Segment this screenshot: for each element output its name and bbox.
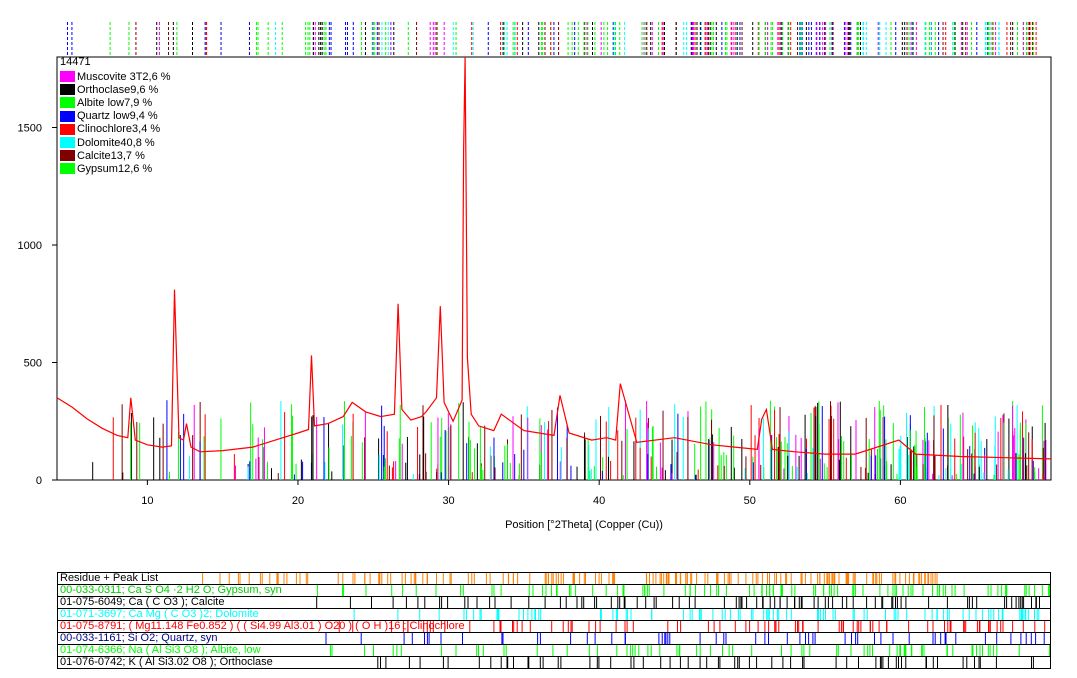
legend-phase-pct: 9,4 %: [129, 110, 158, 123]
xrd-chart: 10 20 30 40 50 60 0 500 1000 1500 Position [°2Thet…: [18, 22, 1052, 531]
legend-phase-name: Muscovite 3T: [77, 70, 143, 83]
phase-legend: Muscovite 3T 2,6 % Orthoclase 9,6 % Albite…: [60, 70, 171, 176]
reference-pattern-row: Residue + Peak List: [58, 573, 1050, 585]
legend-swatch: [60, 71, 75, 83]
x-tick-label: 20: [292, 495, 304, 507]
legend-phase-name: Gypsum: [77, 162, 118, 175]
sample-id-label: 14471: [60, 56, 91, 68]
plot-frame: [56, 56, 1052, 481]
reference-pattern-row: 01-076-0742; K ( Al Si3.02 O8 ); Orthocl…: [58, 656, 1050, 668]
legend-phase-pct: 3,4 %: [132, 123, 161, 136]
reference-tick-strip: [316, 585, 1050, 596]
reference-tick-strip: [338, 621, 1046, 632]
legend-swatch: [60, 137, 75, 149]
reference-tick-strip: [353, 609, 1040, 620]
legend-item: Quartz low 9,4 %: [60, 110, 171, 123]
legend-swatch: [60, 150, 75, 162]
legend-swatch: [60, 123, 75, 135]
legend-item: Dolomite 40,8 %: [60, 136, 171, 149]
legend-phase-pct: 12,6 %: [117, 162, 153, 175]
y-tick-label: 1500: [18, 123, 42, 135]
legend-phase-pct: 13,7 %: [110, 149, 145, 162]
x-tick-label: 50: [744, 495, 756, 507]
y-tick-label: 0: [36, 475, 42, 487]
y-tick-label: 1000: [18, 240, 42, 252]
y-tick-label: 500: [24, 358, 42, 370]
observed-pattern-line: [56, 56, 1052, 460]
reference-pattern-label: 01-071-3697; Ca Mg ( C O3 )2; Dolomite: [60, 608, 259, 620]
legend-swatch: [60, 110, 75, 122]
reference-pattern-label: 01-075-6049; Ca ( C O3 ); Calcite: [60, 596, 225, 608]
reference-pattern-row: 01-074-6366; Na ( Al Si3 O8 ); Albite, l…: [58, 644, 1050, 657]
legend-item: Gypsum 12,6 %: [60, 162, 171, 175]
legend-item: Muscovite 3T 2,6 %: [60, 70, 171, 83]
reference-pattern-panel: Residue + Peak List 00-033-0311; Ca S O4 …: [57, 572, 1051, 669]
legend-phase-name: Clinochlore: [77, 123, 133, 136]
x-tick-label: 30: [442, 495, 454, 507]
reference-pattern-row: 00-033-1161; Si O2; Quartz, syn: [58, 632, 1050, 645]
x-tick-label: 60: [894, 495, 906, 507]
legend-item: Orthoclase 9,6 %: [60, 83, 171, 96]
legend-phase-name: Dolomite: [77, 136, 121, 149]
reference-pattern-row: 01-071-3697; Ca Mg ( C O3 )2; Dolomite: [58, 608, 1050, 621]
reference-pattern-label: 01-076-0742; K ( Al Si3.02 O8 ); Orthocl…: [60, 656, 273, 668]
legend-phase-pct: 40,8 %: [120, 136, 155, 149]
legend-swatch: [60, 84, 75, 96]
reference-tick-strip: [325, 633, 1045, 644]
reference-tick-strip: [329, 645, 1050, 656]
legend-phase-pct: 9,6 %: [130, 83, 159, 96]
legend-item: Albite low 7,9 %: [60, 96, 171, 109]
legend-swatch: [60, 163, 75, 175]
legend-item: Clinochlore 3,4 %: [60, 123, 171, 136]
legend-phase-name: Albite low: [77, 96, 125, 109]
legend-phase-pct: 2,6 %: [142, 70, 171, 83]
legend-phase-pct: 7,9 %: [124, 96, 153, 109]
reference-tick-strip: [377, 657, 1034, 668]
x-tick-label: 10: [141, 495, 153, 507]
reference-pattern-label: 01-074-6366; Na ( Al Si3 O8 ); Albite, l…: [60, 644, 261, 656]
legend-item: Calcite 13,7 %: [60, 149, 171, 162]
reference-pattern-label: 00-033-1161; Si O2; Quartz, syn: [60, 632, 218, 644]
legend-phase-name: Calcite: [77, 149, 111, 162]
reference-tick-strip: [202, 573, 938, 584]
reference-pattern-label: Residue + Peak List: [60, 572, 159, 584]
reference-tick-strip: [316, 597, 1040, 608]
x-tick-label: 40: [593, 495, 605, 507]
reference-pattern-label: 00-007-0042; ( K , Na ) ( Al , Mg , Fe )…: [60, 668, 458, 669]
reference-pattern-label: 00-033-0311; Ca S O4 ·2 H2 O; Gypsum, sy…: [60, 584, 282, 596]
reference-pattern-label: 01-075-8791; ( Mg11.148 Fe0.852 ) ( ( Si…: [60, 620, 465, 632]
legend-phase-name: Orthoclase: [77, 83, 131, 96]
reference-pattern-row: 01-075-8791; ( Mg11.148 Fe0.852 ) ( ( Si…: [58, 620, 1050, 633]
x-axis-label: Position [°2Theta] (Copper (Cu)): [505, 519, 663, 531]
reference-pattern-row: 01-075-6049; Ca ( C O3 ); Calcite: [58, 596, 1050, 609]
reference-pattern-row: 00-033-0311; Ca S O4 ·2 H2 O; Gypsum, sy…: [58, 584, 1050, 597]
legend-swatch: [60, 97, 75, 109]
legend-phase-name: Quartz low: [77, 110, 130, 123]
